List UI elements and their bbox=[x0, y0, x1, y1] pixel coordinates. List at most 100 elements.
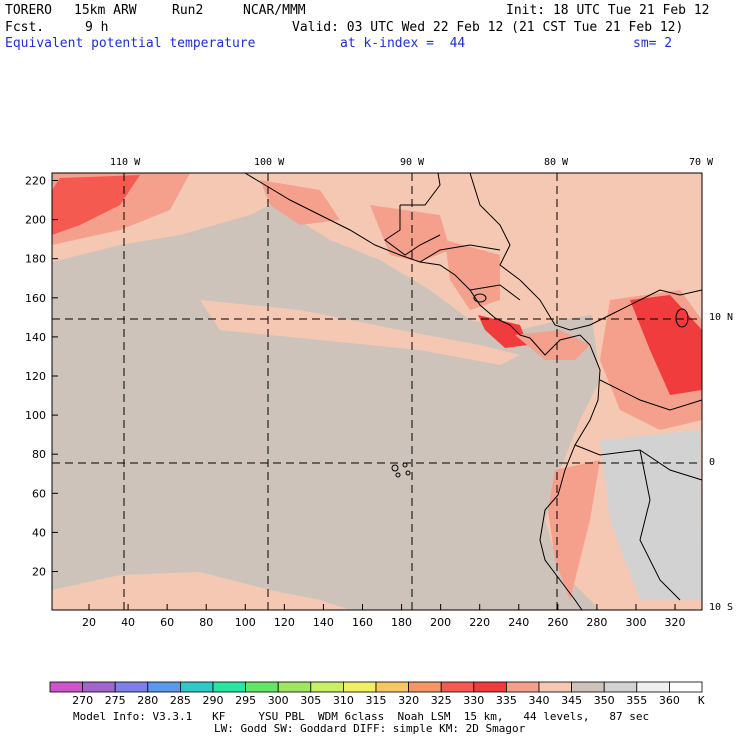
hot-mexico-north bbox=[260, 180, 340, 225]
very-hot-nw-corner bbox=[52, 175, 140, 235]
lat-label-0: 0 bbox=[709, 457, 716, 468]
colorbar-box bbox=[571, 681, 605, 693]
hot-costa-rica bbox=[478, 315, 528, 348]
x-tick-label: 260 bbox=[547, 616, 568, 629]
y-tick-label: 220 bbox=[25, 175, 46, 188]
colorbar-label: 360 bbox=[659, 694, 680, 707]
colorbar-label: 345 bbox=[561, 694, 582, 707]
coastlines bbox=[244, 172, 703, 611]
x-tick-label: 40 bbox=[121, 616, 135, 629]
colorbar-box bbox=[310, 681, 344, 693]
lat-label-10s: 10 S bbox=[709, 602, 734, 613]
colorbar-label: 305 bbox=[300, 694, 321, 707]
level-label: at k-index = 44 bbox=[340, 36, 466, 51]
very-hot-venezuela bbox=[630, 295, 702, 395]
y-tick-label: 80 bbox=[32, 448, 46, 461]
hot-andes bbox=[548, 460, 600, 600]
x-tick-label: 20 bbox=[82, 616, 96, 629]
colorbar-label: 335 bbox=[496, 694, 517, 707]
forecast-hours: 9 h bbox=[85, 20, 109, 35]
peru-brazil-border bbox=[639, 449, 681, 601]
colorbar-box bbox=[179, 681, 214, 693]
x-tick-label: 280 bbox=[586, 616, 607, 629]
colorbar-box bbox=[603, 681, 638, 693]
yucatan-coast bbox=[469, 172, 521, 281]
colorbar-label: 315 bbox=[366, 694, 387, 707]
colorbar-unit: K bbox=[698, 694, 705, 707]
colorbar-label: 295 bbox=[235, 694, 256, 707]
colorbar-box bbox=[375, 681, 409, 693]
colorbar-label: 320 bbox=[398, 694, 419, 707]
colorbar-box bbox=[245, 681, 279, 693]
colorbar-box bbox=[277, 681, 312, 693]
warm-pacific-south bbox=[52, 572, 350, 610]
field-name: Equivalent potential temperature bbox=[5, 36, 256, 51]
y-tick-label: 60 bbox=[32, 487, 46, 500]
x-ticks: 20 40 60 80 100 120 140 160 180 200 220 240 260 280 30… bbox=[82, 604, 686, 629]
org-label: NCAR/MMM bbox=[243, 3, 306, 18]
guatemala-border bbox=[384, 205, 441, 256]
colorbar-label: 275 bbox=[105, 694, 126, 707]
model-resolution: 15km ARW bbox=[74, 3, 137, 18]
colorbar-box bbox=[636, 681, 670, 693]
x-tick-label: 180 bbox=[391, 616, 412, 629]
warm-pacific-band bbox=[200, 300, 520, 365]
lon-label-110w: 110 W bbox=[110, 157, 141, 168]
forecast-label: Fcst. bbox=[5, 20, 45, 35]
nicaragua-border bbox=[469, 284, 521, 301]
colorbar-label: 270 bbox=[72, 694, 93, 707]
galapagos-island-1 bbox=[391, 464, 399, 472]
lon-label-80w: 80 W bbox=[544, 157, 569, 168]
model-info-line1: Model Info: V3.3.1 KF YSU PBL WDM 6class… bbox=[73, 710, 650, 723]
caribbean-coast bbox=[519, 279, 703, 331]
x-tick-label: 300 bbox=[625, 616, 646, 629]
x-tick-label: 320 bbox=[665, 616, 686, 629]
galapagos-island-3 bbox=[395, 472, 401, 478]
colorbar-box bbox=[147, 681, 181, 693]
hot-honduras bbox=[445, 240, 500, 310]
colombia-border bbox=[599, 379, 703, 411]
colorbar-label: 355 bbox=[626, 694, 647, 707]
colorbar-box bbox=[342, 681, 377, 693]
x-tick-label: 240 bbox=[508, 616, 529, 629]
lat-label-10n: 10 N bbox=[709, 312, 734, 323]
galapagos-island-4 bbox=[405, 470, 411, 476]
colorbar-box bbox=[49, 681, 83, 693]
x-tick-label: 60 bbox=[160, 616, 174, 629]
hot-guatemala bbox=[370, 205, 450, 262]
model-info-line2: LW: Godd SW: Goddard DIFF: simple KM: 2D… bbox=[214, 722, 526, 735]
colorbar-boxes bbox=[49, 681, 703, 693]
warm-sw-band bbox=[52, 572, 350, 610]
venezuela-lake bbox=[675, 308, 689, 328]
smoothing-label: sm= 2 bbox=[633, 36, 673, 51]
y-tick-label: 140 bbox=[25, 331, 46, 344]
lon-label-100w: 100 W bbox=[254, 157, 285, 168]
mexico-coast bbox=[244, 172, 531, 339]
colorbar-label: 290 bbox=[203, 694, 224, 707]
colorbar-box bbox=[538, 681, 572, 693]
y-tick-label: 120 bbox=[25, 370, 46, 383]
panama-coast bbox=[529, 334, 591, 356]
colorbar-label: 340 bbox=[529, 694, 550, 707]
x-tick-label: 160 bbox=[352, 616, 373, 629]
y-tick-label: 160 bbox=[25, 292, 46, 305]
valid-time: Valid: 03 UTC Wed 22 Feb 12 (21 CST Tue … bbox=[292, 20, 684, 35]
x-tick-label: 220 bbox=[469, 616, 490, 629]
model-name: TORERO bbox=[5, 3, 52, 18]
x-tick-label: 80 bbox=[199, 616, 213, 629]
map-frame bbox=[51, 172, 703, 611]
x-tick-label: 120 bbox=[274, 616, 295, 629]
colorbar-labels: 270 275 280 285 290 295 300 305 310 315 320 325 330 3… bbox=[72, 694, 680, 707]
colorbar-label: 300 bbox=[268, 694, 289, 707]
y-tick-label: 20 bbox=[32, 566, 46, 579]
x-tick-label: 140 bbox=[313, 616, 334, 629]
y-tick-label: 100 bbox=[25, 409, 46, 422]
y-tick-label: 200 bbox=[25, 214, 46, 227]
colorbar-label: 280 bbox=[137, 694, 158, 707]
colorbar-box bbox=[473, 681, 507, 693]
colorbar-label: 310 bbox=[333, 694, 354, 707]
x-tick-label: 200 bbox=[430, 616, 451, 629]
init-time: Init: 18 UTC Tue 21 Feb 12 bbox=[506, 3, 710, 18]
colorbar-label: 325 bbox=[431, 694, 452, 707]
